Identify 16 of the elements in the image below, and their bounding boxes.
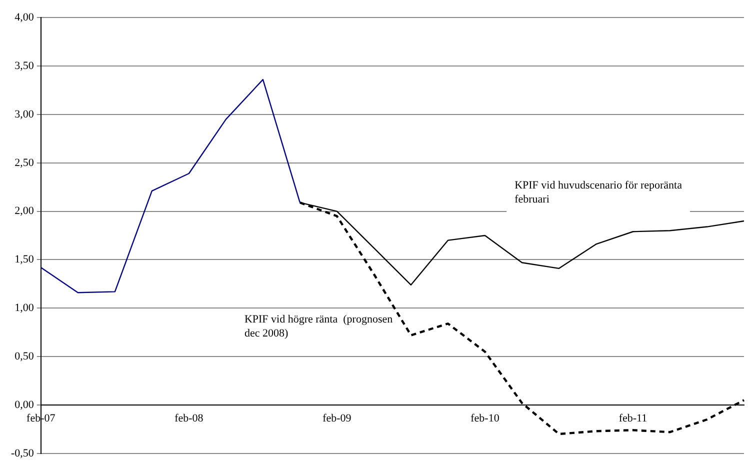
- y-tick-label: 0,00: [14, 398, 34, 411]
- y-tick-label: 3,50: [14, 60, 34, 72]
- text: KPIF vid huvudscenario för reporänta februari: [514, 180, 682, 206]
- x-tick-label: feb-10: [470, 412, 500, 424]
- series-label: KPIF vid högre ränta (prognosen dec 2008): [244, 313, 394, 340]
- y-tick-label: 2,00: [14, 205, 34, 218]
- y-tick-label: 3,00: [14, 108, 34, 120]
- y-tick-label: 1,50: [14, 254, 34, 266]
- x-tick-label: feb-09: [322, 412, 352, 424]
- y-tick-label: -0,50: [10, 447, 34, 460]
- y-tick-label: 4,00: [14, 11, 34, 24]
- x-tick-label: feb-11: [618, 412, 648, 424]
- y-tick-label: 2,50: [14, 156, 34, 169]
- y-tick-label: 1,00: [14, 302, 34, 314]
- x-tick-label: feb-08: [174, 412, 204, 424]
- y-tick-label: 0,50: [14, 350, 34, 362]
